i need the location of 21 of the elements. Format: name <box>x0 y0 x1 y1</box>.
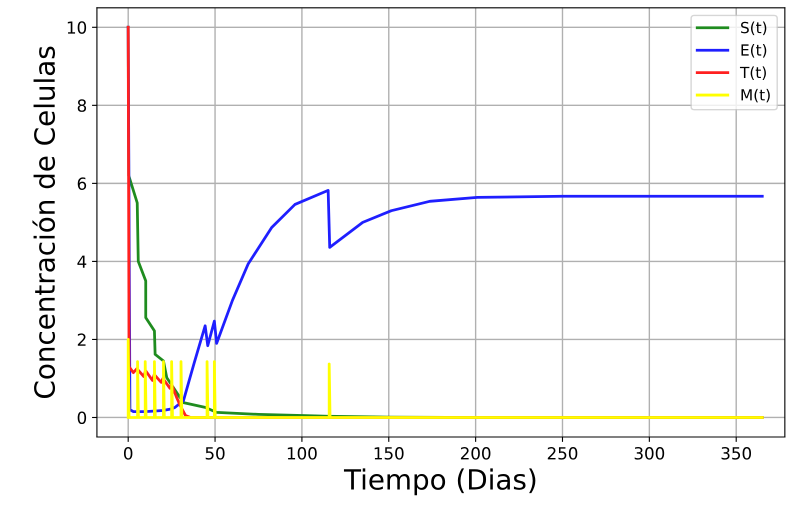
y-tick-label: 10 <box>68 21 86 34</box>
x-axis-title: Tiempo (Dias) <box>344 468 536 496</box>
y-tick-label: 4 <box>77 256 86 268</box>
y-tick-label: 6 <box>78 177 86 190</box>
x-tick-label: 0 <box>124 447 132 460</box>
y-tick-label: 2 <box>78 333 86 346</box>
y-tick-label: 0 <box>78 411 86 424</box>
x-tick-label: 300 <box>634 447 664 460</box>
y-tick-label: 8 <box>78 99 86 112</box>
legend-label: S(t) <box>741 22 766 36</box>
x-tick-label: 50 <box>206 447 225 460</box>
x-tick-label: 200 <box>460 447 490 460</box>
x-tick-label: 250 <box>548 447 578 460</box>
x-tick-label: 100 <box>288 447 317 460</box>
line-series <box>126 338 764 419</box>
legend-label: E(t) <box>742 44 766 58</box>
x-tick-label: 150 <box>374 447 404 460</box>
legend-label: T(t) <box>740 66 766 80</box>
legend-label: M(t) <box>742 88 770 102</box>
y-axis-title: Concentración de Celulas <box>32 46 56 398</box>
x-tick-label: 350 <box>722 447 752 460</box>
